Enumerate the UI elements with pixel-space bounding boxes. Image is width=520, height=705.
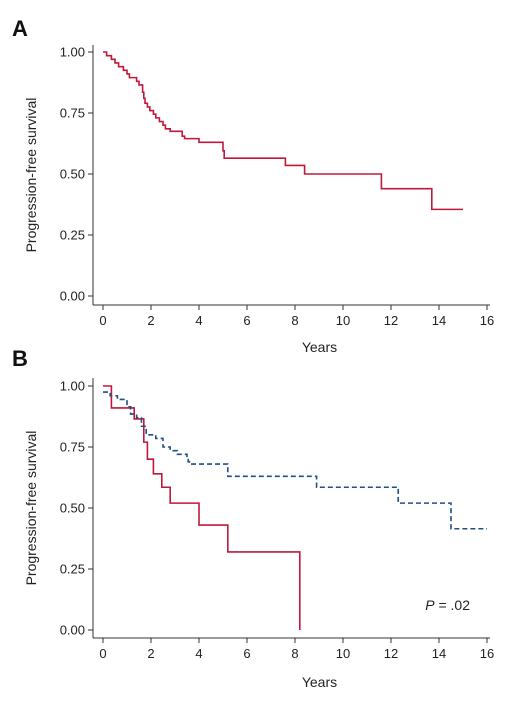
y-tick-label: 0.25 — [60, 228, 85, 243]
x-tick-label: 12 — [384, 313, 398, 328]
x-tick-label: 2 — [147, 313, 154, 328]
x-tick-label: 16 — [480, 313, 494, 328]
y-axis-title: Progression-free survival — [23, 98, 39, 253]
x-tick-label: 14 — [432, 646, 446, 661]
x-axis-title: Years — [302, 674, 337, 690]
x-tick-label: 10 — [336, 646, 350, 661]
x-tick-label: 8 — [291, 646, 298, 661]
p-value-symbol: P — [425, 597, 435, 613]
x-tick-label: 14 — [432, 313, 446, 328]
panel-a: A 0 2 4 6 8 10 12 14 16 0.00 0.25 0.50 0.75 1.00 Years P… — [12, 16, 494, 355]
x-tick-label: 0 — [99, 313, 106, 328]
x-tick-label: 0 — [99, 646, 106, 661]
y-tick-label: 1.00 — [60, 45, 85, 60]
y-tick-label: 0.75 — [60, 106, 85, 121]
p-value-annotation: P = .02 — [425, 597, 470, 613]
survival-curve-solid — [103, 51, 463, 211]
x-tick-label: 10 — [336, 313, 350, 328]
x-tick-label: 6 — [243, 646, 250, 661]
survival-curve-solid — [103, 385, 301, 630]
panel-b: B 0 2 4 6 8 10 12 14 16 0.00 0.25 0.50 0.75 1.00 Years P… — [12, 346, 494, 690]
y-tick-label: 1.00 — [60, 379, 85, 394]
y-tick-label: 0.50 — [60, 501, 85, 516]
x-tick-label: 6 — [243, 313, 250, 328]
panel-letter: B — [12, 346, 28, 371]
p-value-text: = .02 — [435, 597, 471, 613]
y-tick-label: 0.50 — [60, 167, 85, 182]
panel-letter: A — [12, 16, 28, 41]
x-tick-label: 16 — [480, 646, 494, 661]
y-axis-title: Progression-free survival — [23, 431, 39, 586]
x-axis-title: Years — [302, 339, 337, 355]
survival-curve-dashed — [103, 391, 487, 530]
y-tick-label: 0.75 — [60, 440, 85, 455]
x-tick-label: 4 — [195, 646, 202, 661]
y-tick-label: 0.00 — [60, 623, 85, 638]
x-tick-label: 4 — [195, 313, 202, 328]
x-tick-label: 8 — [291, 313, 298, 328]
y-tick-label: 0.25 — [60, 562, 85, 577]
y-tick-label: 0.00 — [60, 289, 85, 304]
x-tick-label: 12 — [384, 646, 398, 661]
x-tick-label: 2 — [147, 646, 154, 661]
